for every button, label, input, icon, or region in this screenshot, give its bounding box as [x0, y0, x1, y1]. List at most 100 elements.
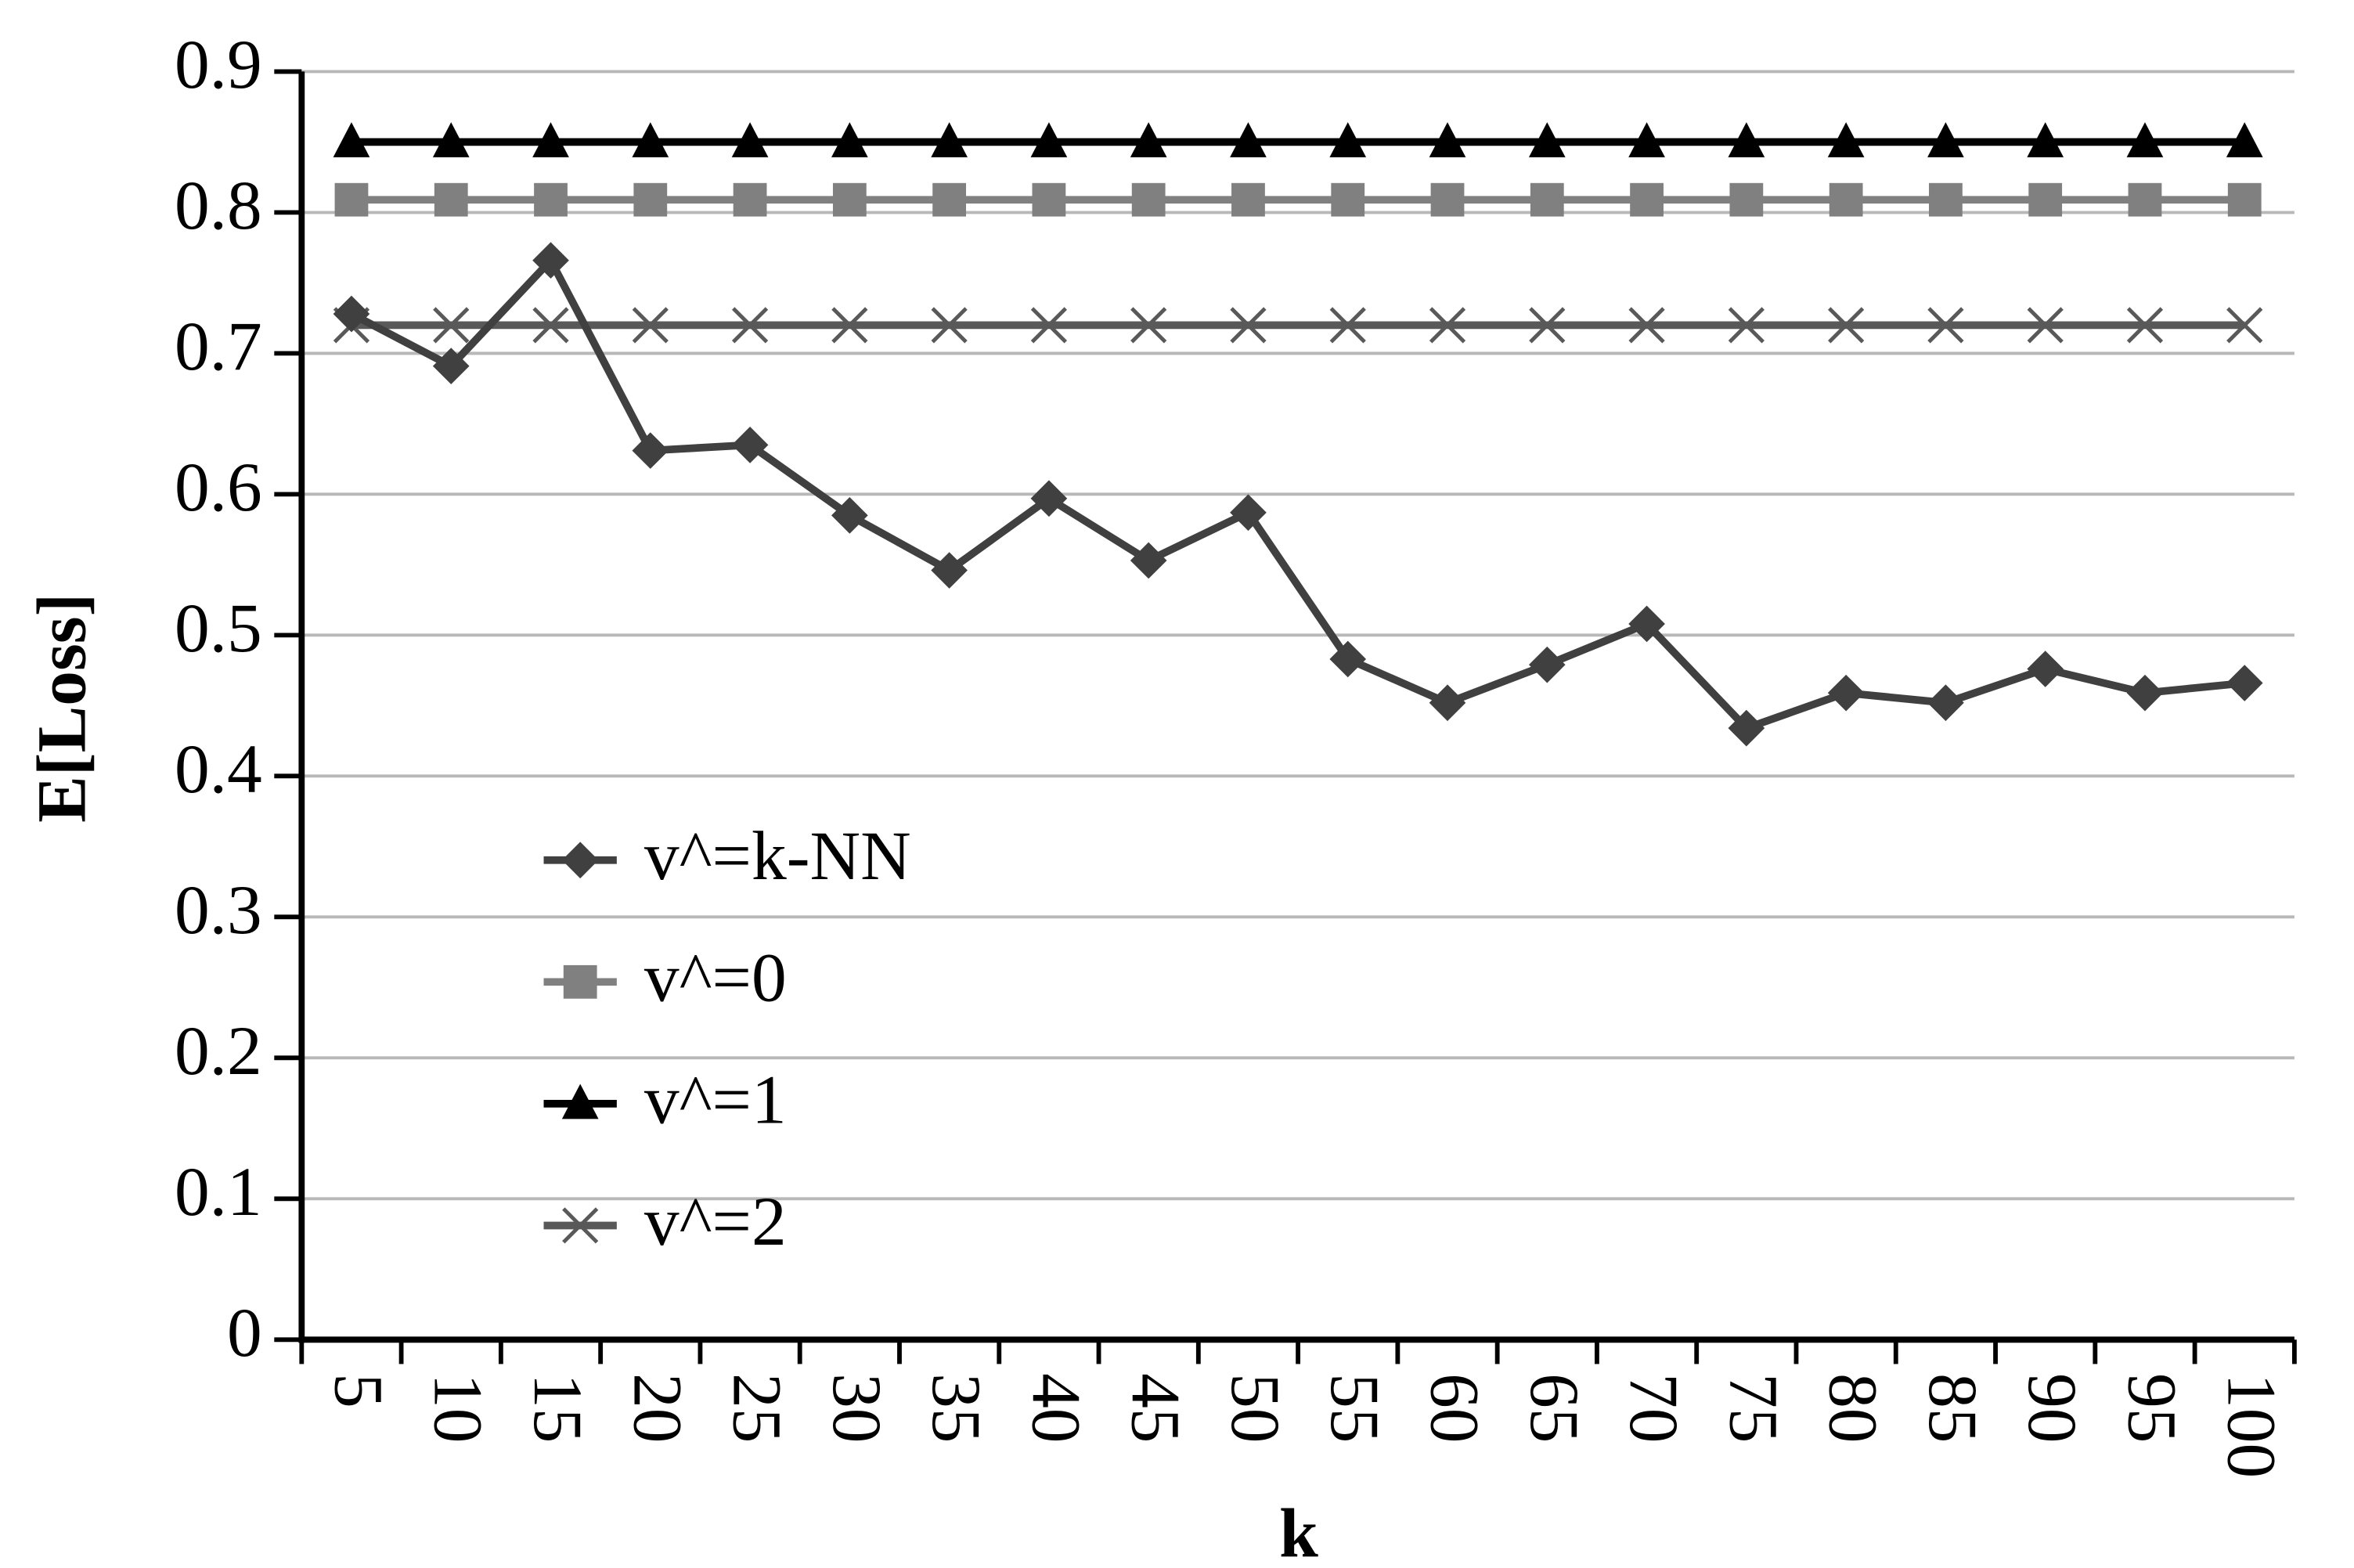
marker [561, 842, 599, 879]
marker [562, 1207, 599, 1244]
marker [1827, 674, 1865, 712]
marker [2226, 307, 2263, 344]
marker [2226, 665, 2263, 701]
marker [2226, 122, 2263, 157]
marker [1528, 122, 1566, 157]
marker [1329, 307, 1366, 344]
marker [632, 122, 669, 157]
x-tick-label: 35 [917, 1373, 995, 1443]
marker [1032, 182, 1066, 217]
marker [532, 242, 569, 279]
marker [932, 182, 967, 217]
x-tick-label: 95 [2113, 1373, 2190, 1443]
marker [1429, 684, 1466, 722]
marker [1728, 122, 1765, 157]
marker [931, 552, 968, 589]
marker [1630, 182, 1664, 217]
x-tick-label: 75 [1714, 1373, 1792, 1443]
marker [831, 122, 868, 157]
marker [632, 307, 669, 344]
y-tick-label: 0.5 [175, 589, 262, 667]
legend-item: v^=0 [543, 939, 787, 1017]
marker [1929, 182, 1963, 217]
x-tick-label: 100 [2213, 1373, 2291, 1478]
marker [1927, 684, 1964, 722]
x-tick-label: 55 [1316, 1373, 1393, 1443]
y-tick-label: 0.7 [175, 308, 262, 385]
marker [2126, 122, 2164, 157]
legend-label: v^=k-NN [644, 817, 911, 895]
marker [1030, 122, 1068, 157]
marker [1529, 307, 1566, 344]
marker [561, 1083, 599, 1119]
x-tick-label: 40 [1017, 1373, 1094, 1443]
x-axis-title: k [1279, 1495, 1318, 1568]
marker [1130, 307, 1167, 344]
marker [1729, 182, 1764, 217]
marker [1230, 122, 1267, 157]
marker [2027, 122, 2064, 157]
x-tick-label: 20 [618, 1373, 696, 1443]
marker [1130, 542, 1167, 579]
y-axis-title: E[Loss] [23, 593, 100, 823]
marker [632, 432, 669, 469]
x-tick-label: 65 [1516, 1373, 1593, 1443]
marker [1927, 307, 1964, 344]
marker [433, 307, 470, 344]
marker [1429, 122, 1466, 157]
marker [1230, 307, 1267, 344]
marker [1829, 182, 1863, 217]
y-tick-label: 0.3 [175, 871, 262, 949]
x-tick-label: 25 [719, 1373, 796, 1443]
marker [931, 122, 968, 157]
marker [532, 122, 569, 157]
marker [731, 427, 769, 463]
marker [1329, 122, 1367, 157]
legend-label: v^=2 [644, 1183, 787, 1260]
marker [832, 182, 867, 217]
y-tick-label: 0 [227, 1294, 262, 1372]
marker [534, 182, 568, 217]
marker [1329, 640, 1367, 678]
marker [532, 307, 569, 344]
marker [2126, 674, 2164, 712]
marker [333, 295, 370, 333]
marker [432, 348, 470, 384]
x-tick-label: 50 [1217, 1373, 1294, 1443]
marker [1530, 182, 1564, 217]
x-tick-label: 5 [319, 1373, 397, 1408]
x-tick-label: 10 [420, 1373, 497, 1443]
marker [1131, 182, 1166, 217]
marker [1130, 122, 1167, 157]
legend-item: v^=k-NN [543, 817, 911, 895]
marker [831, 307, 868, 344]
marker [731, 122, 769, 157]
marker [2028, 182, 2063, 217]
x-tick-label: 70 [1615, 1373, 1693, 1443]
marker [1927, 122, 1964, 157]
marker [1230, 494, 1267, 532]
x-tick-label: 85 [1914, 1373, 1992, 1443]
marker [733, 182, 767, 217]
x-tick-label: 60 [1415, 1373, 1493, 1443]
marker [2027, 651, 2064, 687]
marker [2126, 307, 2164, 344]
y-tick-label: 0.8 [175, 167, 262, 244]
x-tick-label: 90 [2013, 1373, 2091, 1443]
marker [2027, 307, 2064, 344]
marker [334, 182, 369, 217]
x-tick-label: 45 [1117, 1373, 1195, 1443]
y-tick-label: 0.2 [175, 1012, 262, 1090]
marker [2227, 182, 2262, 217]
marker [1430, 182, 1465, 217]
y-tick-label: 0.4 [175, 730, 262, 808]
y-tick-label: 0.6 [175, 449, 262, 526]
marker [1628, 122, 1665, 157]
legend-label: v^=0 [644, 939, 787, 1017]
marker [1429, 307, 1466, 344]
marker [333, 122, 370, 157]
x-tick-label: 30 [818, 1373, 896, 1443]
marker [1828, 307, 1865, 344]
marker [1628, 605, 1665, 643]
